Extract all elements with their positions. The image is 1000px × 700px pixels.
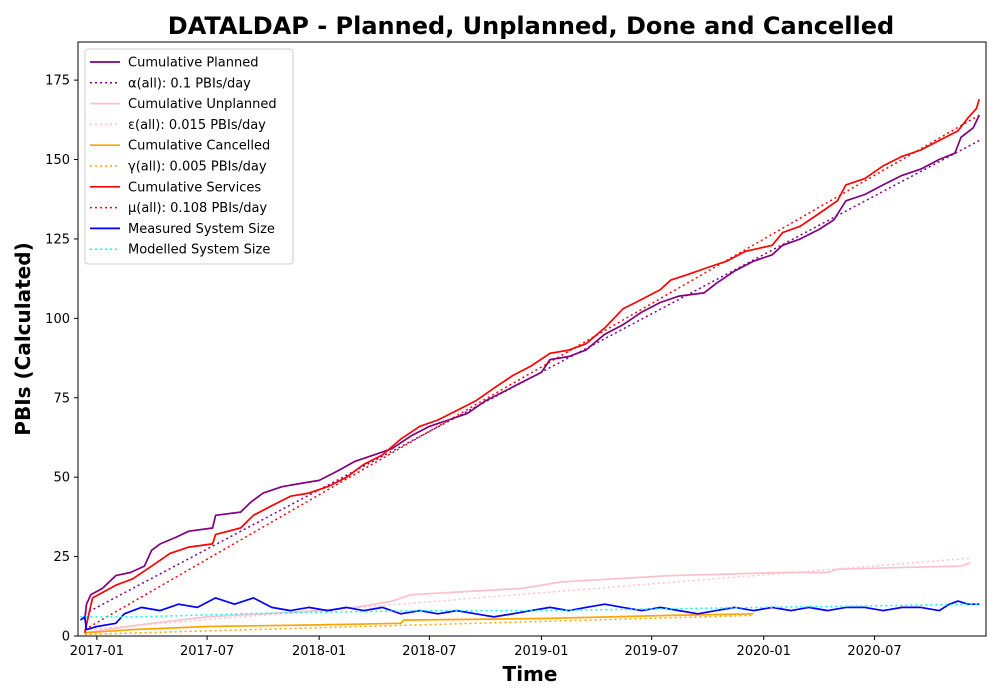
- legend-entry-label: Cumulative Services: [128, 180, 261, 195]
- x-tick-label: 2017-01: [70, 644, 124, 659]
- plot-frame: [77, 41, 987, 637]
- y-axis: 0 25 50 75 100 125 150 175: [45, 74, 78, 645]
- legend-entry-label: Measured System Size: [128, 222, 275, 237]
- series-line-8: [79, 597, 980, 631]
- plot-area: [77, 41, 987, 637]
- legend-entry-label: α(all): 0.1 PBIs/day: [128, 76, 251, 91]
- x-tick-label: 2019-01: [514, 644, 568, 659]
- series-line-9: [80, 603, 980, 618]
- legend-entry-label: γ(all): 0.005 PBIs/day: [128, 160, 267, 175]
- legend-entry-label: ε(all): 0.015 PBIs/day: [128, 118, 266, 133]
- y-axis-title: PBIs (Calculated): [11, 242, 35, 435]
- series-line-3: [84, 557, 971, 631]
- series-line-5: [84, 614, 754, 636]
- x-axis: 2017-01 2017-07 2018-01 2018-07 2019-01 2019-…: [70, 636, 902, 659]
- y-tick-label: 150: [45, 153, 70, 168]
- legend-entry-label: Cumulative Unplanned: [128, 97, 277, 112]
- legend-entry-label: Cumulative Cancelled: [128, 139, 270, 154]
- x-axis-title: Time: [503, 662, 558, 686]
- legend: Cumulative Planned α(all): 0.1 PBIs/day Cu…: [84, 48, 294, 265]
- legend-entry-label: Modelled System Size: [128, 243, 270, 258]
- x-tick-label: 2018-07: [402, 644, 456, 659]
- y-tick-label: 50: [53, 471, 70, 486]
- legend-box: [84, 48, 294, 265]
- series-line-7: [84, 114, 980, 631]
- series-line-4: [84, 612, 754, 634]
- y-tick-label: 75: [53, 391, 70, 406]
- x-tick-label: 2017-07: [180, 644, 234, 659]
- y-tick-label: 175: [45, 74, 70, 89]
- series-line-2: [84, 562, 971, 634]
- legend-entry-label: μ(all): 0.108 PBIs/day: [128, 201, 267, 216]
- series-line-1: [84, 139, 980, 615]
- y-tick-label: 125: [45, 232, 70, 247]
- y-tick-label: 25: [53, 550, 70, 565]
- legend-entry-label: Cumulative Planned: [128, 56, 258, 71]
- series-layer: [79, 98, 981, 636]
- x-tick-label: 2020-01: [737, 644, 791, 659]
- y-tick-label: 0: [62, 630, 70, 645]
- x-tick-label: 2019-07: [625, 644, 679, 659]
- x-tick-label: 2020-07: [847, 644, 901, 659]
- x-tick-label: 2018-01: [292, 644, 346, 659]
- y-tick-label: 100: [45, 312, 70, 327]
- chart-title: DATALDAP - Planned, Unplanned, Done and …: [168, 12, 894, 40]
- series-line-6: [83, 98, 981, 633]
